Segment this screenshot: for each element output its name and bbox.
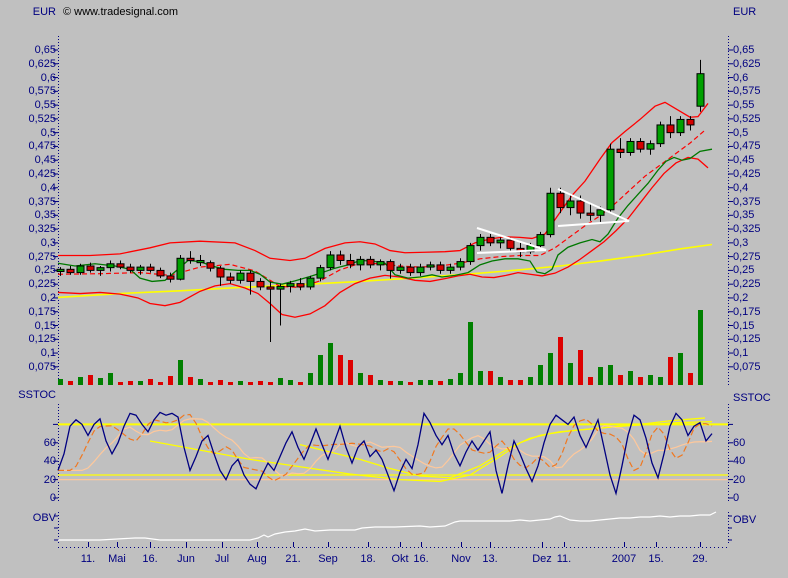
sstoc-panel bbox=[57, 411, 728, 496]
date-tick-label: Aug bbox=[247, 553, 267, 565]
price-tick-label: 0,225 bbox=[733, 278, 761, 291]
date-tick-label: 2007 bbox=[611, 553, 637, 565]
price-tick-label: 0,125 bbox=[733, 333, 761, 346]
price-tick-label: 0,575 bbox=[733, 85, 761, 98]
price-tick-label: 0,225 bbox=[28, 278, 56, 291]
price-tick-label: 0,35 bbox=[34, 209, 56, 222]
date-tick-label: 11. bbox=[80, 553, 96, 565]
price-tick-label: 0,275 bbox=[733, 250, 761, 263]
obv-panel-title-left: OBV bbox=[32, 512, 56, 524]
price-tick-label: 0,625 bbox=[733, 57, 761, 70]
date-tick-label: 11. bbox=[556, 553, 572, 565]
sstoc-tick-label: 20 bbox=[733, 473, 746, 486]
price-tick-label: 0,525 bbox=[733, 112, 761, 125]
price-tick-label: 0,4 bbox=[40, 181, 56, 194]
price-tick-label: 0,55 bbox=[733, 99, 755, 112]
price-tick-label: 0,4 bbox=[733, 181, 749, 194]
price-axis-title-left: EUR bbox=[32, 6, 56, 18]
price-tick-label: 0,075 bbox=[733, 360, 761, 373]
sstoc-tick-label: 60 bbox=[43, 436, 56, 449]
axis-ticks bbox=[53, 36, 733, 548]
date-tick-label: Jun bbox=[177, 553, 195, 565]
price-tick-label: 0,1 bbox=[733, 347, 749, 360]
date-tick-label: 15. bbox=[648, 553, 664, 565]
sstoc-tick-label: 0 bbox=[733, 492, 740, 504]
price-axis-title-right: EUR bbox=[733, 6, 757, 18]
price-tick-label: 0,175 bbox=[28, 305, 56, 318]
sstoc-tick-label: 40 bbox=[43, 455, 56, 468]
price-tick-label: 0,65 bbox=[733, 44, 755, 56]
price-tick-label: 0,45 bbox=[733, 154, 755, 167]
copyright-watermark: © www.tradesignal.com bbox=[63, 6, 179, 18]
sstoc-tick-label: 60 bbox=[733, 436, 746, 449]
sstoc-panel-title-left: SSTOC bbox=[18, 389, 56, 401]
obv-panel bbox=[58, 511, 717, 541]
price-tick-label: 0,55 bbox=[34, 99, 56, 112]
obv-panel-title-right: OBV bbox=[733, 514, 757, 526]
date-tick-label: Mai bbox=[108, 553, 126, 565]
price-tick-label: 0,425 bbox=[733, 167, 761, 180]
pennant-annotations bbox=[476, 188, 630, 254]
price-tick-label: 0,3 bbox=[733, 236, 749, 249]
date-tick-label: Sep bbox=[318, 553, 338, 565]
price-tick-label: 0,25 bbox=[733, 264, 755, 277]
price-tick-label: 0,275 bbox=[28, 250, 56, 263]
price-tick-label: 0,325 bbox=[28, 223, 56, 236]
date-tick-label: Jul bbox=[214, 553, 230, 565]
volume-bars bbox=[58, 310, 703, 385]
date-tick-label: 13. bbox=[482, 553, 498, 565]
sstoc-tick-label: 20 bbox=[43, 473, 56, 486]
sstoc-panel-title-right: SSTOC bbox=[733, 392, 771, 404]
sstoc-tick-label: 0 bbox=[49, 492, 56, 504]
price-tick-label: 0,475 bbox=[28, 140, 56, 153]
price-tick-label: 0,15 bbox=[34, 319, 56, 332]
price-tick-label: 0,2 bbox=[733, 291, 749, 304]
date-tick-label: 18. bbox=[360, 553, 376, 565]
price-tick-label: 0,45 bbox=[34, 154, 56, 167]
price-tick-label: 0,2 bbox=[40, 291, 56, 304]
date-tick-label: Okt bbox=[391, 553, 409, 565]
price-tick-label: 0,075 bbox=[28, 360, 56, 373]
price-tick-label: 0,35 bbox=[733, 209, 755, 222]
price-tick-label: 0,475 bbox=[733, 140, 761, 153]
price-tick-label: 0,575 bbox=[28, 85, 56, 98]
candlesticks bbox=[56, 59, 705, 343]
price-tick-label: 0,625 bbox=[28, 57, 56, 70]
price-tick-label: 0,375 bbox=[733, 195, 761, 208]
price-tick-label: 0,65 bbox=[34, 44, 56, 56]
price-tick-label: 0,425 bbox=[28, 167, 56, 180]
indicator-lines bbox=[57, 101, 713, 318]
date-tick-label: 29. bbox=[692, 553, 708, 565]
date-tick-label: Dez bbox=[532, 553, 552, 565]
price-tick-label: 0,6 bbox=[40, 71, 56, 84]
price-tick-label: 0,25 bbox=[34, 264, 56, 277]
price-tick-label: 0,1 bbox=[40, 347, 56, 360]
date-tick-label: 21. bbox=[285, 553, 301, 565]
price-tick-label: 0,5 bbox=[40, 126, 56, 139]
price-tick-label: 0,6 bbox=[733, 71, 749, 84]
price-tick-label: 0,525 bbox=[28, 112, 56, 125]
sstoc-tick-label: 40 bbox=[733, 455, 746, 468]
date-tick-label: 16. bbox=[142, 553, 158, 565]
price-tick-label: 0,3 bbox=[40, 236, 56, 249]
date-tick-label: 16. bbox=[413, 553, 429, 565]
price-tick-label: 0,5 bbox=[733, 126, 749, 139]
price-tick-label: 0,325 bbox=[733, 223, 761, 236]
price-tick-label: 0,125 bbox=[28, 333, 56, 346]
price-tick-label: 0,375 bbox=[28, 195, 56, 208]
price-tick-label: 0,15 bbox=[733, 319, 755, 332]
price-tick-label: 0,175 bbox=[733, 305, 761, 318]
date-tick-label: Nov bbox=[451, 553, 471, 565]
